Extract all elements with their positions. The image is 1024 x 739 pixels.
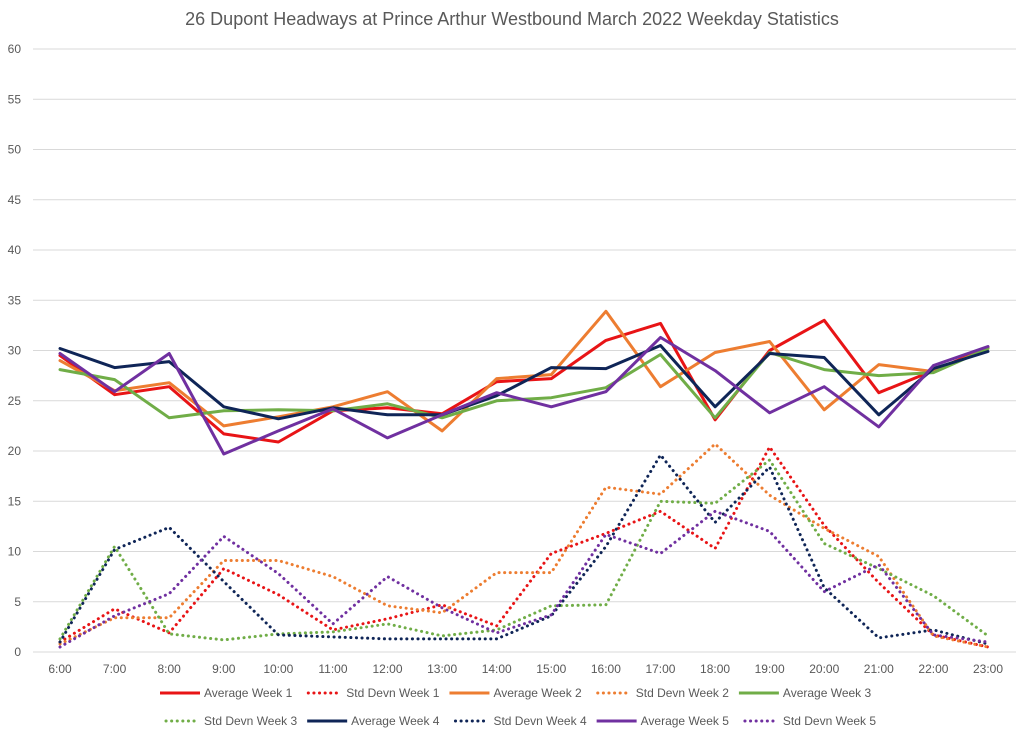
series-line-average-week-2 xyxy=(58,309,990,433)
x-tick-label: 16:00 xyxy=(591,662,621,676)
y-tick-label: 10 xyxy=(8,545,22,559)
x-tick-label: 8:00 xyxy=(157,662,181,676)
y-tick-label: 25 xyxy=(8,394,22,408)
x-tick-label: 18:00 xyxy=(700,662,730,676)
y-tick-label: 55 xyxy=(8,92,22,106)
legend-item: Average Week 4 xyxy=(307,714,440,728)
y-tick-label: 50 xyxy=(8,143,22,157)
legend-label: Std Devn Week 3 xyxy=(204,714,297,728)
series-line-std-devn-week-1 xyxy=(58,445,990,649)
x-tick-label: 9:00 xyxy=(212,662,236,676)
y-axis-ticks: 0 5 10 15 20 25 30 35 40 45 50 55 60 xyxy=(8,42,22,659)
legend-label: Average Week 3 xyxy=(783,686,872,700)
legend-label: Average Week 2 xyxy=(493,686,582,700)
legend-label: Average Week 5 xyxy=(641,714,730,728)
legend-label: Average Week 4 xyxy=(351,714,440,728)
x-tick-label: 14:00 xyxy=(482,662,512,676)
chart-title: 26 Dupont Headways at Prince Arthur West… xyxy=(185,9,839,29)
x-tick-label: 19:00 xyxy=(755,662,785,676)
legend: Average Week 1 Std Devn Week 1 Average Wee… xyxy=(160,686,876,728)
y-tick-label: 30 xyxy=(8,344,22,358)
x-tick-label: 6:00 xyxy=(48,662,72,676)
legend-item: Std Devn Week 2 xyxy=(596,686,729,700)
legend-label: Std Devn Week 1 xyxy=(346,686,439,700)
x-tick-label: 12:00 xyxy=(373,662,403,676)
legend-label: Std Devn Week 4 xyxy=(493,714,586,728)
y-tick-label: 40 xyxy=(8,243,22,257)
legend-item: Std Devn Week 1 xyxy=(306,686,440,700)
x-tick-label: 21:00 xyxy=(864,662,894,676)
y-tick-label: 15 xyxy=(8,494,22,508)
y-tick-label: 45 xyxy=(8,193,22,207)
legend-item: Std Devn Week 4 xyxy=(453,714,587,728)
y-tick-label: 0 xyxy=(14,645,21,659)
x-tick-label: 11:00 xyxy=(318,662,347,676)
x-tick-label: 15:00 xyxy=(536,662,566,676)
x-tick-label: 23:00 xyxy=(973,662,1003,676)
y-tick-label: 60 xyxy=(8,42,22,56)
legend-item: Std Devn Week 5 xyxy=(743,714,876,728)
x-axis-ticks: 6:00 7:00 8:00 9:00 10:00 11:00 12:00 13:00 14:0… xyxy=(48,662,1003,676)
x-tick-label: 17:00 xyxy=(645,662,675,676)
legend-item: Average Week 1 xyxy=(160,686,293,700)
legend-item: Average Week 5 xyxy=(596,714,730,728)
series-lines xyxy=(58,309,990,649)
legend-label: Std Devn Week 5 xyxy=(783,714,876,728)
x-tick-label: 22:00 xyxy=(918,662,948,676)
legend-label: Std Devn Week 2 xyxy=(636,686,729,700)
series-line-std-devn-week-4 xyxy=(58,453,990,646)
series-line-std-devn-week-2 xyxy=(58,442,990,649)
x-tick-label: 7:00 xyxy=(103,662,127,676)
x-tick-label: 13:00 xyxy=(427,662,457,676)
y-tick-label: 20 xyxy=(8,444,22,458)
legend-label: Average Week 1 xyxy=(204,686,293,700)
gridlines xyxy=(33,48,1016,653)
legend-item: Average Week 3 xyxy=(738,686,872,700)
series-line-std-devn-week-3 xyxy=(58,458,990,642)
x-tick-label: 10:00 xyxy=(263,662,293,676)
series-line-average-week-5 xyxy=(58,335,990,456)
legend-item: Std Devn Week 3 xyxy=(164,714,297,728)
series-line-std-devn-week-5 xyxy=(58,509,990,649)
series-line-average-week-4 xyxy=(58,344,990,421)
legend-item: Average Week 2 xyxy=(449,686,582,700)
x-tick-label: 20:00 xyxy=(809,662,839,676)
y-tick-label: 35 xyxy=(8,293,22,307)
y-tick-label: 5 xyxy=(14,595,21,609)
